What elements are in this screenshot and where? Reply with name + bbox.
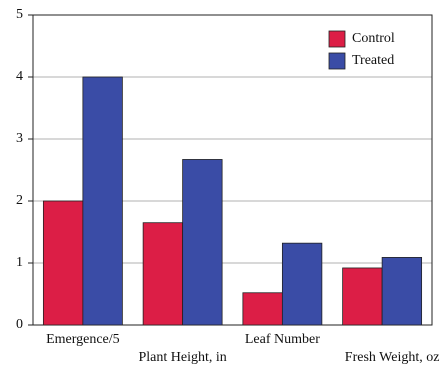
- bar: [281, 242, 323, 326]
- legend-label: Treated: [352, 53, 394, 68]
- y-tick-label: 1: [16, 255, 23, 270]
- x-tick-label: Emergence/5: [46, 332, 120, 347]
- y-tick-label: 5: [16, 7, 23, 22]
- legend-swatch: [328, 52, 346, 70]
- bar: [42, 200, 84, 326]
- x-tick-label: Plant Height, in: [138, 350, 226, 365]
- y-tick-label: 2: [16, 193, 23, 208]
- bar: [82, 76, 123, 326]
- bar: [342, 267, 383, 326]
- bar: [242, 292, 283, 326]
- y-tick-label: 3: [16, 131, 23, 146]
- legend-label: Control: [352, 31, 395, 46]
- plot-frame: [32, 14, 433, 326]
- bar: [142, 222, 184, 326]
- legend-swatch: [328, 30, 346, 48]
- x-tick-label: Leaf Number: [245, 332, 320, 347]
- x-tick-label: Fresh Weight, oz: [345, 350, 440, 365]
- bar: [381, 257, 423, 326]
- y-tick-label: 0: [16, 317, 23, 332]
- y-tick-label: 4: [16, 69, 23, 84]
- bar: [182, 159, 223, 326]
